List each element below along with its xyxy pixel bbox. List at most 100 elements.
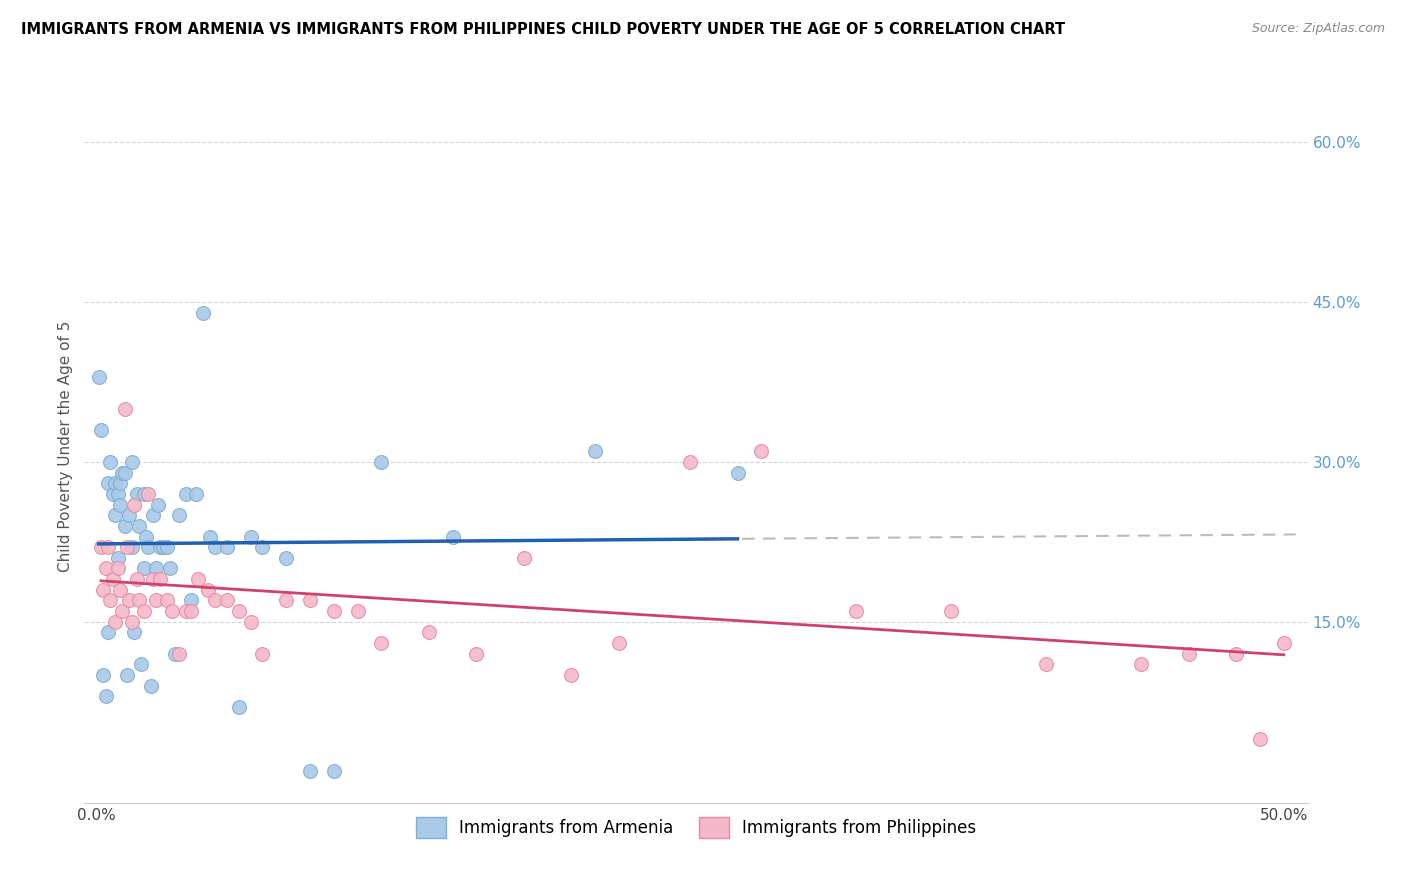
Point bbox=[101, 572, 124, 586]
Text: IMMIGRANTS FROM ARMENIA VS IMMIGRANTS FROM PHILIPPINES CHILD POVERTY UNDER THE A: IMMIGRANTS FROM ARMENIA VS IMMIGRANTS FR… bbox=[21, 22, 1066, 37]
Point bbox=[370, 455, 392, 469]
Point bbox=[108, 476, 131, 491]
Point bbox=[1130, 657, 1153, 672]
Point bbox=[204, 593, 226, 607]
Point bbox=[122, 625, 145, 640]
Point bbox=[94, 690, 117, 704]
Point bbox=[180, 604, 202, 618]
Point bbox=[228, 604, 250, 618]
Point bbox=[1178, 647, 1201, 661]
Point bbox=[152, 540, 174, 554]
Point bbox=[215, 593, 238, 607]
Point bbox=[104, 615, 127, 629]
Point bbox=[162, 604, 184, 618]
Point bbox=[100, 593, 122, 607]
Point bbox=[239, 615, 262, 629]
Point bbox=[107, 487, 129, 501]
Point bbox=[121, 540, 143, 554]
Point bbox=[560, 668, 582, 682]
Point bbox=[101, 487, 124, 501]
Legend: Immigrants from Armenia, Immigrants from Philippines: Immigrants from Armenia, Immigrants from… bbox=[409, 811, 983, 845]
Point bbox=[180, 593, 202, 607]
Point bbox=[252, 647, 274, 661]
Point bbox=[135, 529, 157, 543]
Point bbox=[1249, 731, 1271, 746]
Point bbox=[132, 604, 155, 618]
Point bbox=[1225, 647, 1247, 661]
Point bbox=[176, 604, 198, 618]
Point bbox=[97, 625, 120, 640]
Point bbox=[94, 561, 117, 575]
Point bbox=[128, 519, 150, 533]
Point bbox=[93, 668, 115, 682]
Point bbox=[115, 540, 138, 554]
Point bbox=[146, 498, 169, 512]
Point bbox=[169, 508, 191, 523]
Point bbox=[108, 582, 131, 597]
Point bbox=[204, 540, 226, 554]
Point bbox=[114, 519, 136, 533]
Point bbox=[149, 572, 172, 586]
Point bbox=[187, 572, 209, 586]
Point bbox=[104, 508, 127, 523]
Point bbox=[115, 668, 138, 682]
Point bbox=[114, 401, 136, 416]
Point bbox=[93, 582, 115, 597]
Point bbox=[87, 369, 110, 384]
Point bbox=[163, 647, 186, 661]
Point bbox=[118, 593, 141, 607]
Point bbox=[111, 604, 134, 618]
Point bbox=[607, 636, 630, 650]
Point bbox=[107, 561, 129, 575]
Point bbox=[138, 540, 160, 554]
Point bbox=[142, 508, 165, 523]
Point bbox=[322, 604, 344, 618]
Point bbox=[176, 487, 198, 501]
Point bbox=[159, 561, 181, 575]
Point bbox=[276, 593, 298, 607]
Point bbox=[156, 593, 179, 607]
Y-axis label: Child Poverty Under the Age of 5: Child Poverty Under the Age of 5 bbox=[58, 320, 73, 572]
Point bbox=[111, 466, 134, 480]
Point bbox=[125, 572, 148, 586]
Text: Source: ZipAtlas.com: Source: ZipAtlas.com bbox=[1251, 22, 1385, 36]
Point bbox=[145, 593, 167, 607]
Point bbox=[346, 604, 368, 618]
Point bbox=[845, 604, 868, 618]
Point bbox=[441, 529, 464, 543]
Point bbox=[121, 455, 143, 469]
Point bbox=[125, 487, 148, 501]
Point bbox=[97, 476, 120, 491]
Point bbox=[418, 625, 440, 640]
Point bbox=[941, 604, 963, 618]
Point bbox=[215, 540, 238, 554]
Point bbox=[149, 540, 172, 554]
Point bbox=[252, 540, 274, 554]
Point bbox=[104, 476, 127, 491]
Point bbox=[513, 550, 536, 565]
Point bbox=[108, 498, 131, 512]
Point bbox=[276, 550, 298, 565]
Point bbox=[239, 529, 262, 543]
Point bbox=[228, 700, 250, 714]
Point bbox=[197, 582, 219, 597]
Point bbox=[145, 561, 167, 575]
Point bbox=[583, 444, 606, 458]
Point bbox=[107, 550, 129, 565]
Point bbox=[142, 572, 165, 586]
Point bbox=[200, 529, 222, 543]
Point bbox=[128, 593, 150, 607]
Point bbox=[122, 498, 145, 512]
Point bbox=[132, 561, 155, 575]
Point bbox=[90, 540, 112, 554]
Point bbox=[191, 306, 214, 320]
Point bbox=[100, 455, 122, 469]
Point bbox=[322, 764, 344, 778]
Point bbox=[118, 508, 141, 523]
Point bbox=[465, 647, 488, 661]
Point bbox=[121, 615, 143, 629]
Point bbox=[156, 540, 179, 554]
Point bbox=[679, 455, 702, 469]
Point bbox=[97, 540, 120, 554]
Point bbox=[749, 444, 772, 458]
